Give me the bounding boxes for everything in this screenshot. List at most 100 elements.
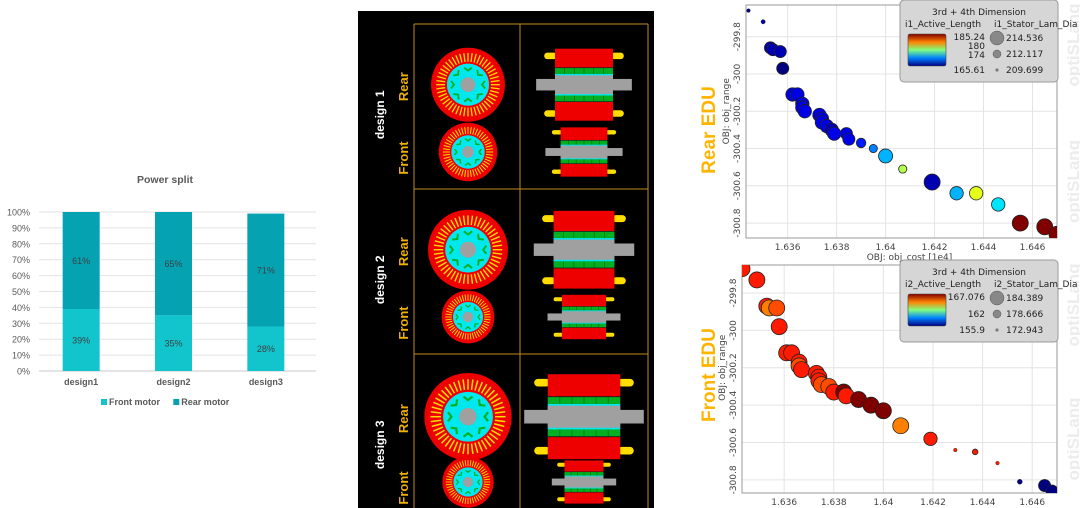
stator-slot	[435, 397, 445, 404]
stator-slot	[479, 328, 485, 334]
x-tick-label: 1.638	[824, 243, 850, 253]
data-point	[949, 186, 964, 201]
points-layer	[742, 265, 1057, 493]
stator-slot	[461, 294, 465, 302]
y-tick-label: -300	[729, 320, 739, 341]
data-point	[1017, 479, 1023, 485]
stator-slot	[456, 495, 461, 502]
end-winding	[617, 378, 634, 387]
stator-slot	[449, 326, 456, 332]
rotor-magnet	[483, 411, 489, 422]
shaft-side	[564, 476, 604, 488]
rotor-magnet	[476, 69, 483, 77]
rear-label: Rear	[396, 237, 411, 266]
data-point	[898, 164, 908, 174]
stator-slot	[478, 166, 484, 173]
stator-slot	[481, 305, 488, 310]
stator-slot	[489, 261, 499, 268]
stator-slot	[452, 441, 459, 452]
rotor-magnet	[457, 471, 463, 477]
stator-side	[561, 327, 607, 340]
stator-slot	[486, 435, 496, 444]
stator-slot	[435, 258, 446, 264]
stator-slot	[461, 497, 465, 504]
stator-slot	[435, 235, 446, 241]
rear-label: Rear	[396, 72, 411, 101]
stator-slot	[437, 432, 447, 441]
rotor-magnet	[477, 233, 484, 241]
stator-slot	[444, 141, 452, 146]
data-point	[995, 461, 1000, 466]
end-winding	[611, 110, 624, 117]
rotor-magnet	[448, 244, 455, 255]
rotor-magnet	[450, 399, 459, 407]
stator-slot	[457, 442, 462, 454]
stator-slot	[445, 320, 453, 324]
y-tick-label: 50%	[12, 287, 30, 297]
stator-slot	[485, 144, 493, 148]
rotor-magnet	[463, 263, 473, 269]
stator-slot	[431, 406, 443, 411]
y-tick-label: 90%	[12, 223, 30, 233]
data-point	[1045, 484, 1057, 493]
legend-size-var: i2_Stator_Lam_Dia	[994, 280, 1077, 290]
stator-slot	[475, 330, 480, 337]
stator-slot	[449, 302, 456, 308]
stator-slot	[436, 79, 446, 83]
stator-slot	[478, 131, 484, 138]
size-legend-label: 184.389	[1006, 294, 1043, 304]
stator-slot	[442, 98, 451, 105]
stator-slot	[483, 100, 491, 108]
stator-slot	[491, 397, 501, 404]
stator-slot	[473, 53, 477, 63]
y-tick-label: 20%	[12, 335, 30, 345]
legend-label: Front motor	[109, 397, 160, 407]
stator-slot	[440, 68, 449, 74]
y-axis-label: OBJ: obj_range	[718, 334, 728, 401]
stator-slot	[491, 255, 502, 260]
shaft-side	[555, 75, 613, 95]
stator-slot	[476, 105, 481, 115]
end-winding	[612, 277, 626, 285]
stator-slot	[447, 162, 454, 168]
stator-slot	[454, 494, 459, 500]
rotor-magnet	[450, 426, 459, 435]
colorbar	[907, 33, 947, 67]
stator-slot	[454, 217, 460, 228]
stator-slot	[470, 107, 473, 117]
stator-slot	[473, 295, 478, 303]
stator-slot	[480, 133, 487, 140]
legend-color-var: i2_Active_Length	[905, 280, 981, 290]
stator-slot	[480, 302, 487, 308]
rotor-magnet	[455, 478, 460, 486]
stator-slot	[481, 489, 488, 494]
stator-slot	[447, 487, 454, 491]
stator-slot	[457, 168, 462, 176]
stator-slot	[473, 273, 478, 284]
shaft	[459, 407, 477, 426]
stator-slot	[476, 217, 482, 228]
stator-slot	[486, 389, 496, 399]
stator-slot	[461, 332, 465, 340]
stator-slot	[448, 383, 456, 394]
stator-side	[555, 48, 613, 68]
legend-swatch	[101, 399, 107, 405]
stator-slot	[480, 439, 488, 450]
stator-slot	[469, 169, 472, 178]
y-tick-label: -300.6	[729, 428, 739, 457]
bar-front-motor	[62, 308, 100, 371]
stator-slot	[480, 164, 487, 171]
stator-slot	[448, 439, 456, 450]
rotor-magnet	[464, 469, 472, 474]
y-tick-label: -300.8	[729, 465, 739, 494]
stator-slot	[452, 131, 458, 138]
stator-slot	[457, 380, 462, 391]
stator-slot	[445, 138, 453, 144]
end-winding	[617, 446, 634, 455]
stator-slot	[446, 268, 454, 278]
stator-slot	[448, 489, 455, 494]
stator-slot	[459, 461, 463, 468]
stator-slot	[483, 160, 491, 166]
y-tick-label: -300.4	[729, 390, 739, 419]
stator-slot	[470, 215, 474, 226]
